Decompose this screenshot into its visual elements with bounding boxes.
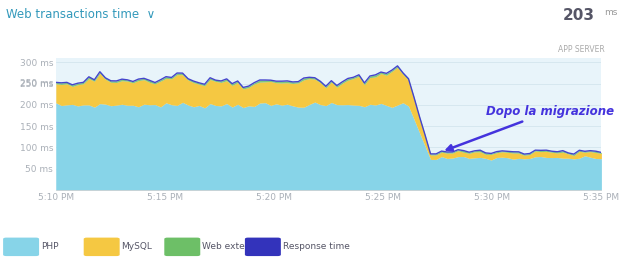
Text: ms: ms: [604, 8, 618, 17]
Text: Web external: Web external: [202, 242, 262, 251]
Text: Dopo la migrazione: Dopo la migrazione: [447, 105, 614, 150]
Text: MySQL: MySQL: [122, 242, 153, 251]
Text: 203: 203: [563, 8, 595, 23]
Text: PHP: PHP: [41, 242, 58, 251]
Text: APP SERVER: APP SERVER: [558, 45, 604, 54]
Text: Web transactions time  ∨: Web transactions time ∨: [6, 8, 156, 21]
Text: 250 ms: 250 ms: [20, 79, 53, 88]
Text: Response time: Response time: [283, 242, 350, 251]
